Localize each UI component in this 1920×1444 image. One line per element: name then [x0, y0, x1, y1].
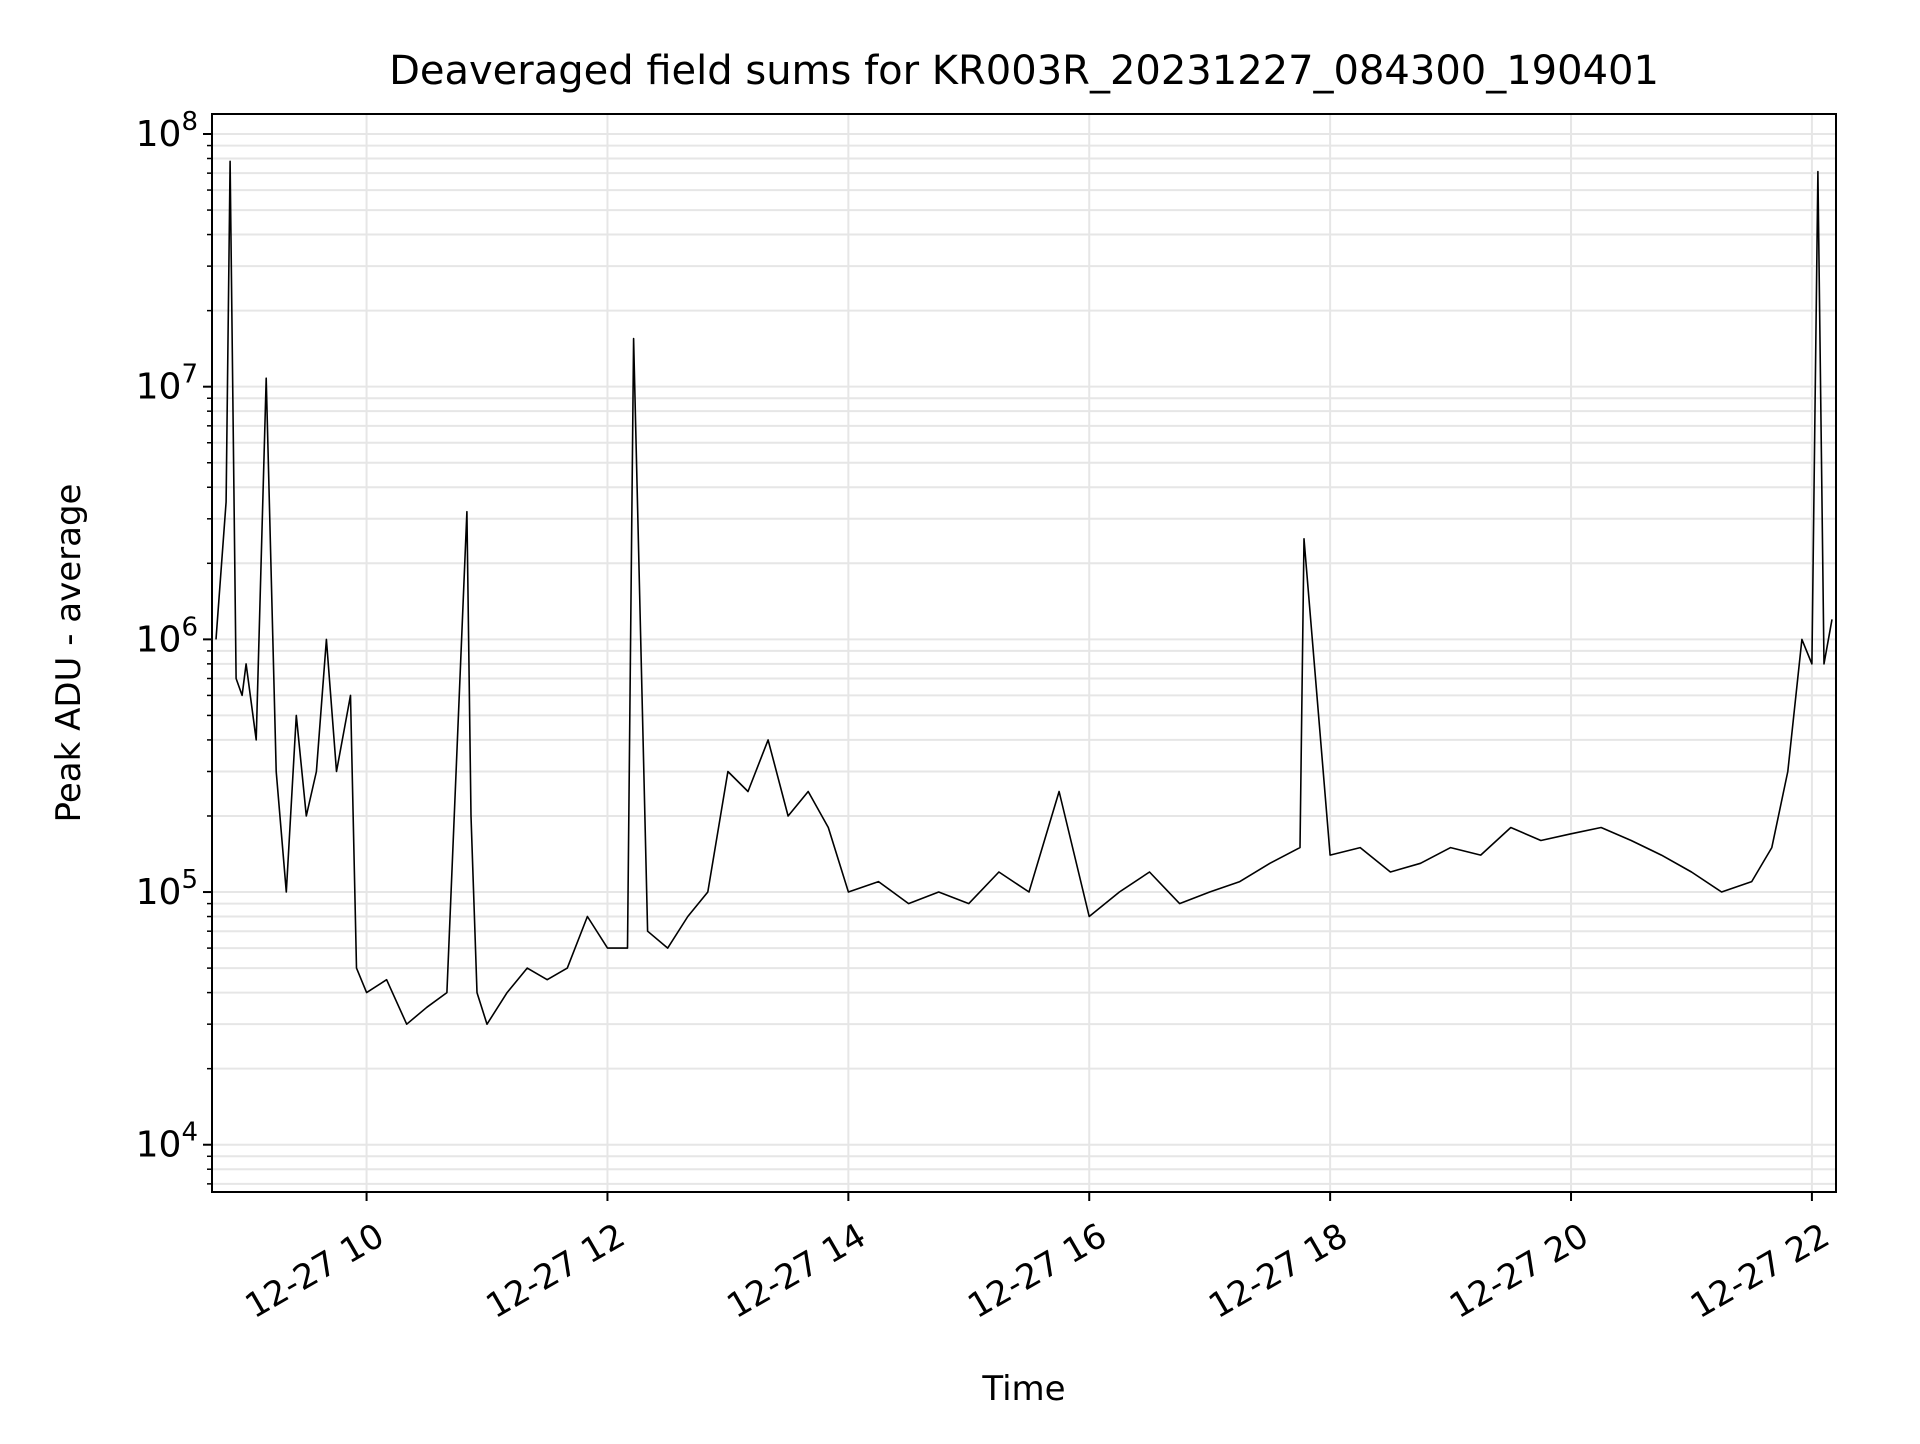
y-tick-label: 108 — [136, 107, 198, 155]
x-tick-label: 12-27 16 — [961, 1216, 1113, 1327]
y-tick-label: 106 — [136, 612, 198, 660]
x-tick-label: 12-27 18 — [1202, 1216, 1354, 1327]
x-tick-label: 12-27 10 — [239, 1216, 391, 1327]
chart-title: Deaveraged field sums for KR003R_2023122… — [389, 48, 1659, 94]
x-tick-label: 12-27 22 — [1684, 1216, 1836, 1327]
x-tick-label: 12-27 14 — [720, 1216, 872, 1327]
grid-layer — [212, 114, 1836, 1192]
y-tick-label: 107 — [136, 360, 198, 408]
y-axis-label: Peak ADU - average — [49, 484, 89, 823]
series-line — [215, 160, 1833, 1025]
x-tick-label: 12-27 12 — [479, 1216, 631, 1327]
plot-frame — [211, 113, 1837, 1193]
y-tick-label: 105 — [136, 865, 198, 913]
x-axis-label: Time — [981, 1369, 1065, 1409]
x-tick-label: 12-27 20 — [1443, 1216, 1595, 1327]
y-tick-label: 104 — [136, 1118, 198, 1166]
series-layer — [215, 160, 1833, 1025]
